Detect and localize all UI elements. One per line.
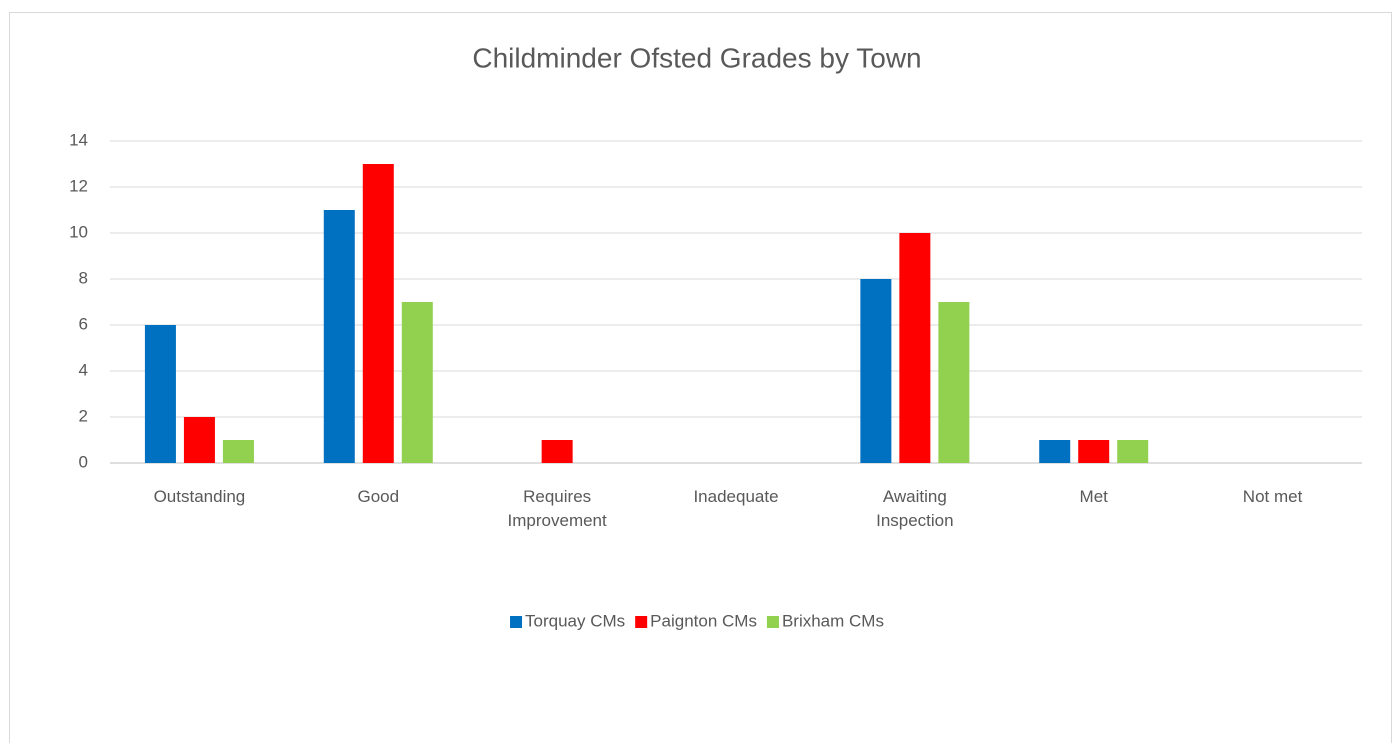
y-tick-label: 2 bbox=[79, 406, 88, 425]
legend-label: Torquay CMs bbox=[525, 611, 625, 630]
y-tick-label: 8 bbox=[79, 268, 88, 287]
bar bbox=[1078, 440, 1110, 463]
bar bbox=[144, 325, 176, 463]
chart-title: Childminder Ofsted Grades by Town bbox=[472, 42, 921, 73]
x-tick-label: Met bbox=[1079, 487, 1108, 506]
bar bbox=[183, 417, 215, 463]
y-tick-label: 14 bbox=[69, 130, 88, 149]
bar bbox=[362, 164, 394, 463]
y-tick-label: 4 bbox=[79, 360, 88, 379]
legend-label: Brixham CMs bbox=[782, 611, 884, 630]
bar bbox=[541, 440, 573, 463]
x-tick-label: Not met bbox=[1242, 487, 1303, 506]
bar bbox=[899, 233, 931, 463]
x-tick-label: Awaiting Inspection bbox=[876, 487, 954, 530]
bar bbox=[1039, 440, 1071, 463]
legend-label: Paignton CMs bbox=[650, 611, 757, 630]
x-tick-label: Inadequate bbox=[693, 487, 779, 506]
bar bbox=[222, 440, 254, 463]
y-tick-label: 6 bbox=[79, 314, 88, 333]
x-tick-label: Requires Improvement bbox=[507, 487, 607, 530]
bar bbox=[1117, 440, 1149, 463]
x-tick-label: Good bbox=[357, 487, 400, 506]
bar bbox=[323, 210, 355, 463]
legend-swatch bbox=[766, 616, 779, 628]
bar bbox=[860, 279, 892, 463]
legend-swatch bbox=[635, 616, 648, 628]
bar bbox=[401, 302, 433, 463]
y-tick-label: 12 bbox=[69, 176, 88, 195]
bar bbox=[938, 302, 970, 463]
legend-swatch bbox=[510, 616, 523, 628]
y-tick-label: 10 bbox=[69, 222, 88, 241]
chart-border bbox=[9, 12, 1392, 743]
legend: Torquay CMs Paignton CMs Brixham CMs bbox=[510, 611, 884, 630]
x-tick-label: Outstanding bbox=[153, 487, 246, 506]
y-tick-label: 0 bbox=[79, 452, 88, 471]
